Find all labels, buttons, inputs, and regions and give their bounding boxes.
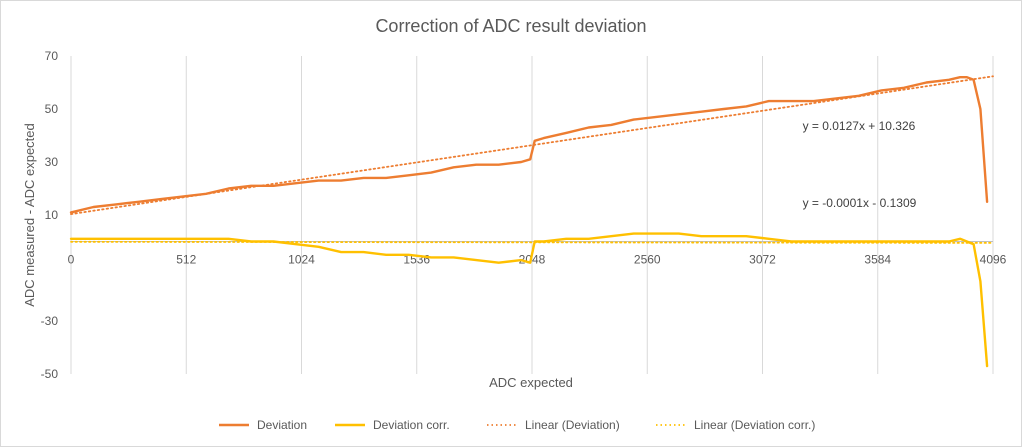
y-tick-label: -50 (41, 367, 59, 381)
x-tick-label: 512 (176, 253, 196, 267)
x-tick-label: 4096 (980, 253, 1007, 267)
trendline-equation: y = 0.0127x + 10.326 (803, 119, 916, 133)
x-tick-label: 1024 (288, 253, 315, 267)
legend-item-label: Deviation (257, 418, 307, 432)
y-tick-label: 10 (45, 208, 59, 222)
x-tick-label: 2560 (634, 253, 661, 267)
legend-item-label: Deviation corr. (373, 418, 450, 432)
y-tick-label: -30 (41, 314, 59, 328)
legend: Deviation Deviation corr. Linear (Deviatio… (219, 418, 815, 432)
x-tick-label: 3072 (749, 253, 776, 267)
x-tick-label: 0 (68, 253, 75, 267)
y-tick-label: 30 (45, 155, 59, 169)
x-tick-label: 2048 (519, 253, 546, 267)
x-tick-label: 3584 (864, 253, 891, 267)
tick-layer: 0 512 1024 1536 2048 2560 3072 3584 409670503010… (41, 49, 1007, 381)
x-axis-label: ADC expected (489, 375, 573, 390)
series-line-deviation-corr (69, 232, 989, 368)
grid-layer (70, 56, 994, 374)
series-line-deviation (69, 75, 989, 214)
y-tick-label: 70 (45, 49, 59, 63)
chart-title: Correction of ADC result deviation (375, 16, 646, 36)
annotation-layer: y = 0.0127x + 10.326 y = -0.0001x - 0.130… (803, 119, 917, 210)
series-line-linear-deviation (70, 75, 994, 216)
y-axis-label: ADC measured - ADC expected (22, 123, 37, 307)
series-layer (69, 75, 994, 368)
legend-item-label: Linear (Deviation) (525, 418, 620, 432)
series-line-linear-deviation-corr (70, 240, 994, 244)
y-tick-label: 50 (45, 102, 59, 116)
legend-item-label: Linear (Deviation corr.) (694, 418, 815, 432)
trendline-equation: y = -0.0001x - 0.1309 (803, 196, 917, 210)
